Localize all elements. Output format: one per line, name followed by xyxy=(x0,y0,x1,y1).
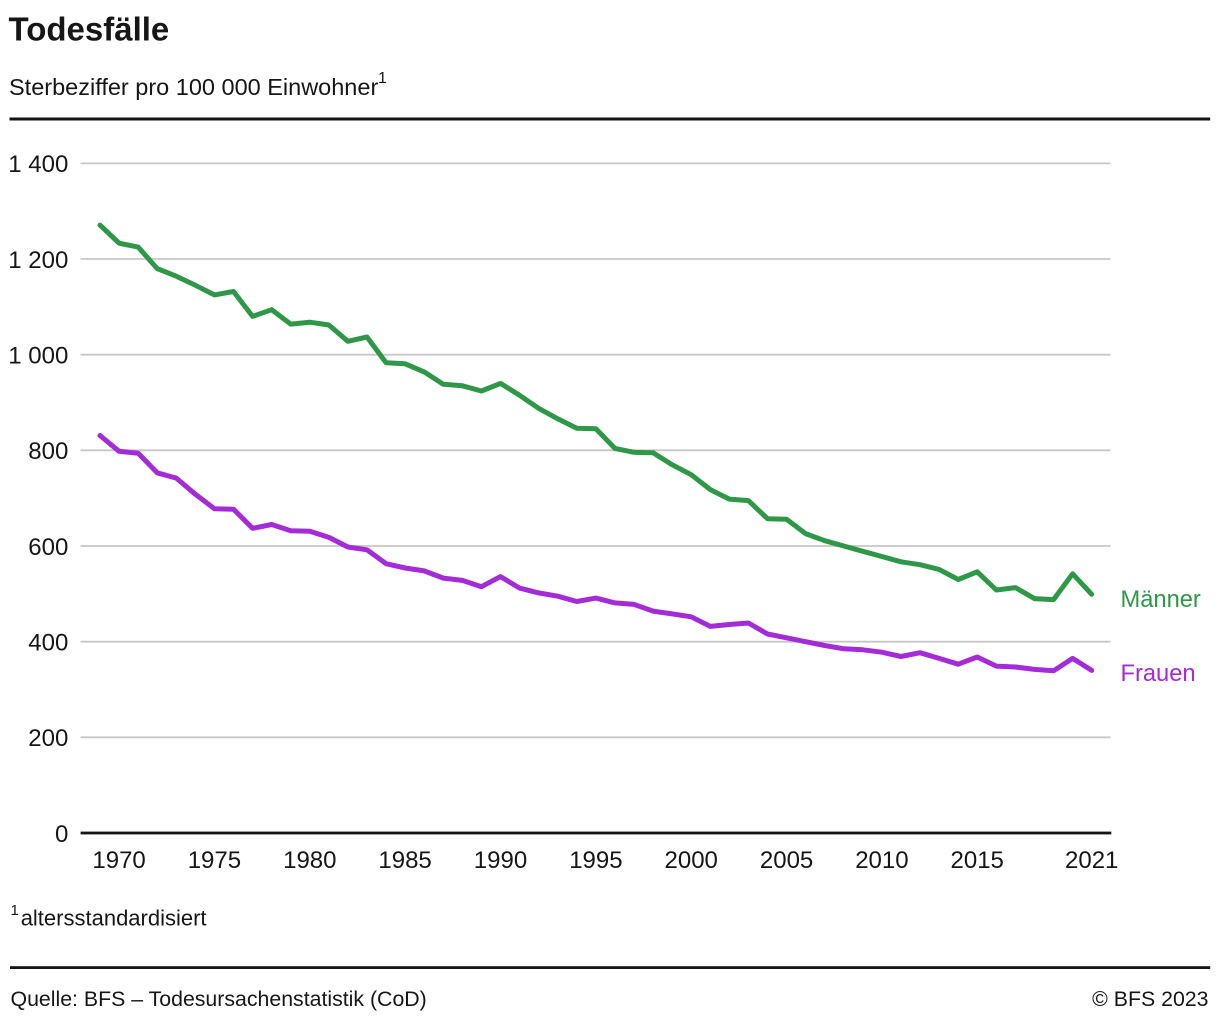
svg-text:Männer: Männer xyxy=(1121,587,1201,613)
svg-text:600: 600 xyxy=(28,534,68,561)
svg-text:1 000: 1 000 xyxy=(8,342,68,369)
svg-text:Sterbeziffer pro 100 000 Einwo: Sterbeziffer pro 100 000 Einwohner xyxy=(9,74,378,100)
svg-text:800: 800 xyxy=(28,438,68,465)
svg-text:Todesfälle: Todesfälle xyxy=(9,11,170,48)
svg-text:1990: 1990 xyxy=(474,847,527,874)
svg-text:1980: 1980 xyxy=(283,847,336,874)
svg-text:1: 1 xyxy=(11,902,19,919)
svg-text:2000: 2000 xyxy=(665,847,718,874)
svg-text:2015: 2015 xyxy=(951,847,1004,874)
svg-text:2021: 2021 xyxy=(1065,847,1118,874)
svg-text:altersstandardisiert: altersstandardisiert xyxy=(21,905,207,930)
svg-text:1: 1 xyxy=(378,70,387,87)
svg-text:2010: 2010 xyxy=(855,847,908,874)
svg-text:1 200: 1 200 xyxy=(8,247,68,274)
svg-text:1975: 1975 xyxy=(188,847,241,874)
svg-text:1970: 1970 xyxy=(92,847,145,874)
svg-text:400: 400 xyxy=(28,629,68,656)
svg-text:1995: 1995 xyxy=(569,847,622,874)
svg-text:200: 200 xyxy=(28,725,68,752)
svg-text:Quelle: BFS – Todesursachensta: Quelle: BFS – Todesursachenstatistik (Co… xyxy=(11,987,427,1011)
svg-text:2005: 2005 xyxy=(760,847,813,874)
svg-text:Frauen: Frauen xyxy=(1121,661,1196,687)
svg-text:© BFS 2023: © BFS 2023 xyxy=(1092,987,1208,1011)
svg-text:0: 0 xyxy=(55,821,68,848)
svg-text:1985: 1985 xyxy=(378,847,431,874)
svg-text:1 400: 1 400 xyxy=(8,151,68,178)
